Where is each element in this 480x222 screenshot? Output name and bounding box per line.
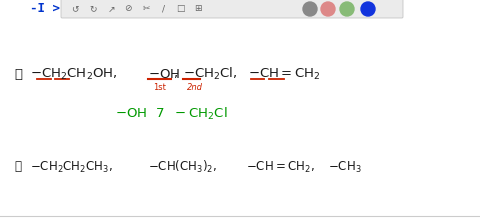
Text: $\mathsf{-CH{=}CH_2}$: $\mathsf{-CH{=}CH_2}$ [248,66,321,81]
Text: $\mathsf{-OH}$: $\mathsf{-OH}$ [148,67,180,81]
Text: $\mathsf{-CH_3}$: $\mathsf{-CH_3}$ [328,159,361,174]
Text: 1st: 1st [153,83,166,91]
Text: $\mathsf{-CH{=}CH_2,}$: $\mathsf{-CH{=}CH_2,}$ [246,159,315,174]
Text: ⓒ: ⓒ [14,161,21,174]
Text: $\mathsf{-OH\ \ 7\ \ -CH_2Cl}$: $\mathsf{-OH\ \ 7\ \ -CH_2Cl}$ [115,106,228,122]
Circle shape [361,2,375,16]
Text: ⊘: ⊘ [124,4,132,14]
Circle shape [321,2,335,16]
Text: ⓑ: ⓑ [14,67,22,81]
Text: □: □ [176,4,184,14]
Text: $\mathsf{-CH(CH_3)_2,}$: $\mathsf{-CH(CH_3)_2,}$ [148,159,217,175]
Text: $\mathsf{-CH_2CH_2OH,}$: $\mathsf{-CH_2CH_2OH,}$ [30,66,118,81]
Text: ⊞: ⊞ [194,4,202,14]
Text: ↻: ↻ [89,4,97,14]
Text: $\mathsf{-CH_2Cl,}$: $\mathsf{-CH_2Cl,}$ [183,66,238,82]
Text: -I >: -I > [30,2,60,16]
Text: /: / [161,4,165,14]
Circle shape [303,2,317,16]
FancyBboxPatch shape [61,0,403,18]
Text: ,: , [173,67,177,81]
Circle shape [340,2,354,16]
Text: ↺: ↺ [71,4,79,14]
Text: $\mathsf{-CH_2CH_2CH_3,}$: $\mathsf{-CH_2CH_2CH_3,}$ [30,159,113,174]
Text: ↗: ↗ [107,4,115,14]
Text: ✂: ✂ [142,4,150,14]
Text: 2nd: 2nd [187,83,203,91]
